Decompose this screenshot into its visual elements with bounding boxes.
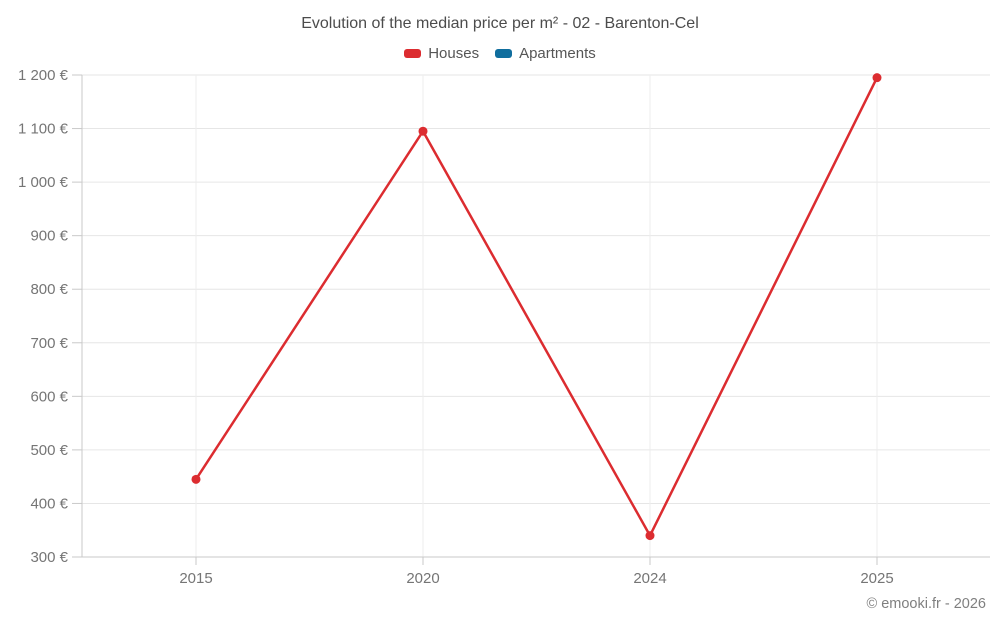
x-tick-label: 2024 <box>633 570 666 587</box>
y-tick-label: 700 € <box>30 335 68 352</box>
chart-title: Evolution of the median price per m² - 0… <box>301 15 699 32</box>
data-point-houses[interactable] <box>645 531 655 541</box>
legend-label: Houses <box>428 45 480 62</box>
legend-swatch <box>404 49 422 58</box>
y-tick-label: 600 € <box>30 388 68 405</box>
y-tick-label: 800 € <box>30 281 68 298</box>
x-tick-label: 2025 <box>860 570 893 587</box>
y-tick-label: 300 € <box>30 549 68 566</box>
footer-credit: © emooki.fr - 2026 <box>866 596 986 612</box>
legend-item-apartments[interactable]: Apartments <box>495 45 596 62</box>
y-tick-label: 900 € <box>30 228 68 245</box>
data-point-houses[interactable] <box>872 73 882 83</box>
legend-swatch <box>495 49 513 58</box>
y-tick-label: 1 100 € <box>18 121 69 138</box>
legend-label: Apartments <box>519 45 596 62</box>
data-point-houses[interactable] <box>191 474 201 484</box>
y-tick-label: 400 € <box>30 495 68 512</box>
x-tick-label: 2020 <box>406 570 439 587</box>
series-line-houses <box>194 76 879 537</box>
x-tick-label: 2015 <box>179 570 212 587</box>
legend-item-houses[interactable]: Houses <box>404 45 479 62</box>
chart-legend: Houses Apartments <box>0 45 1000 62</box>
data-point-houses[interactable] <box>418 126 428 136</box>
y-tick-label: 500 € <box>30 442 68 459</box>
y-tick-label: 1 200 € <box>18 67 69 84</box>
y-tick-label: 1 000 € <box>18 174 69 191</box>
